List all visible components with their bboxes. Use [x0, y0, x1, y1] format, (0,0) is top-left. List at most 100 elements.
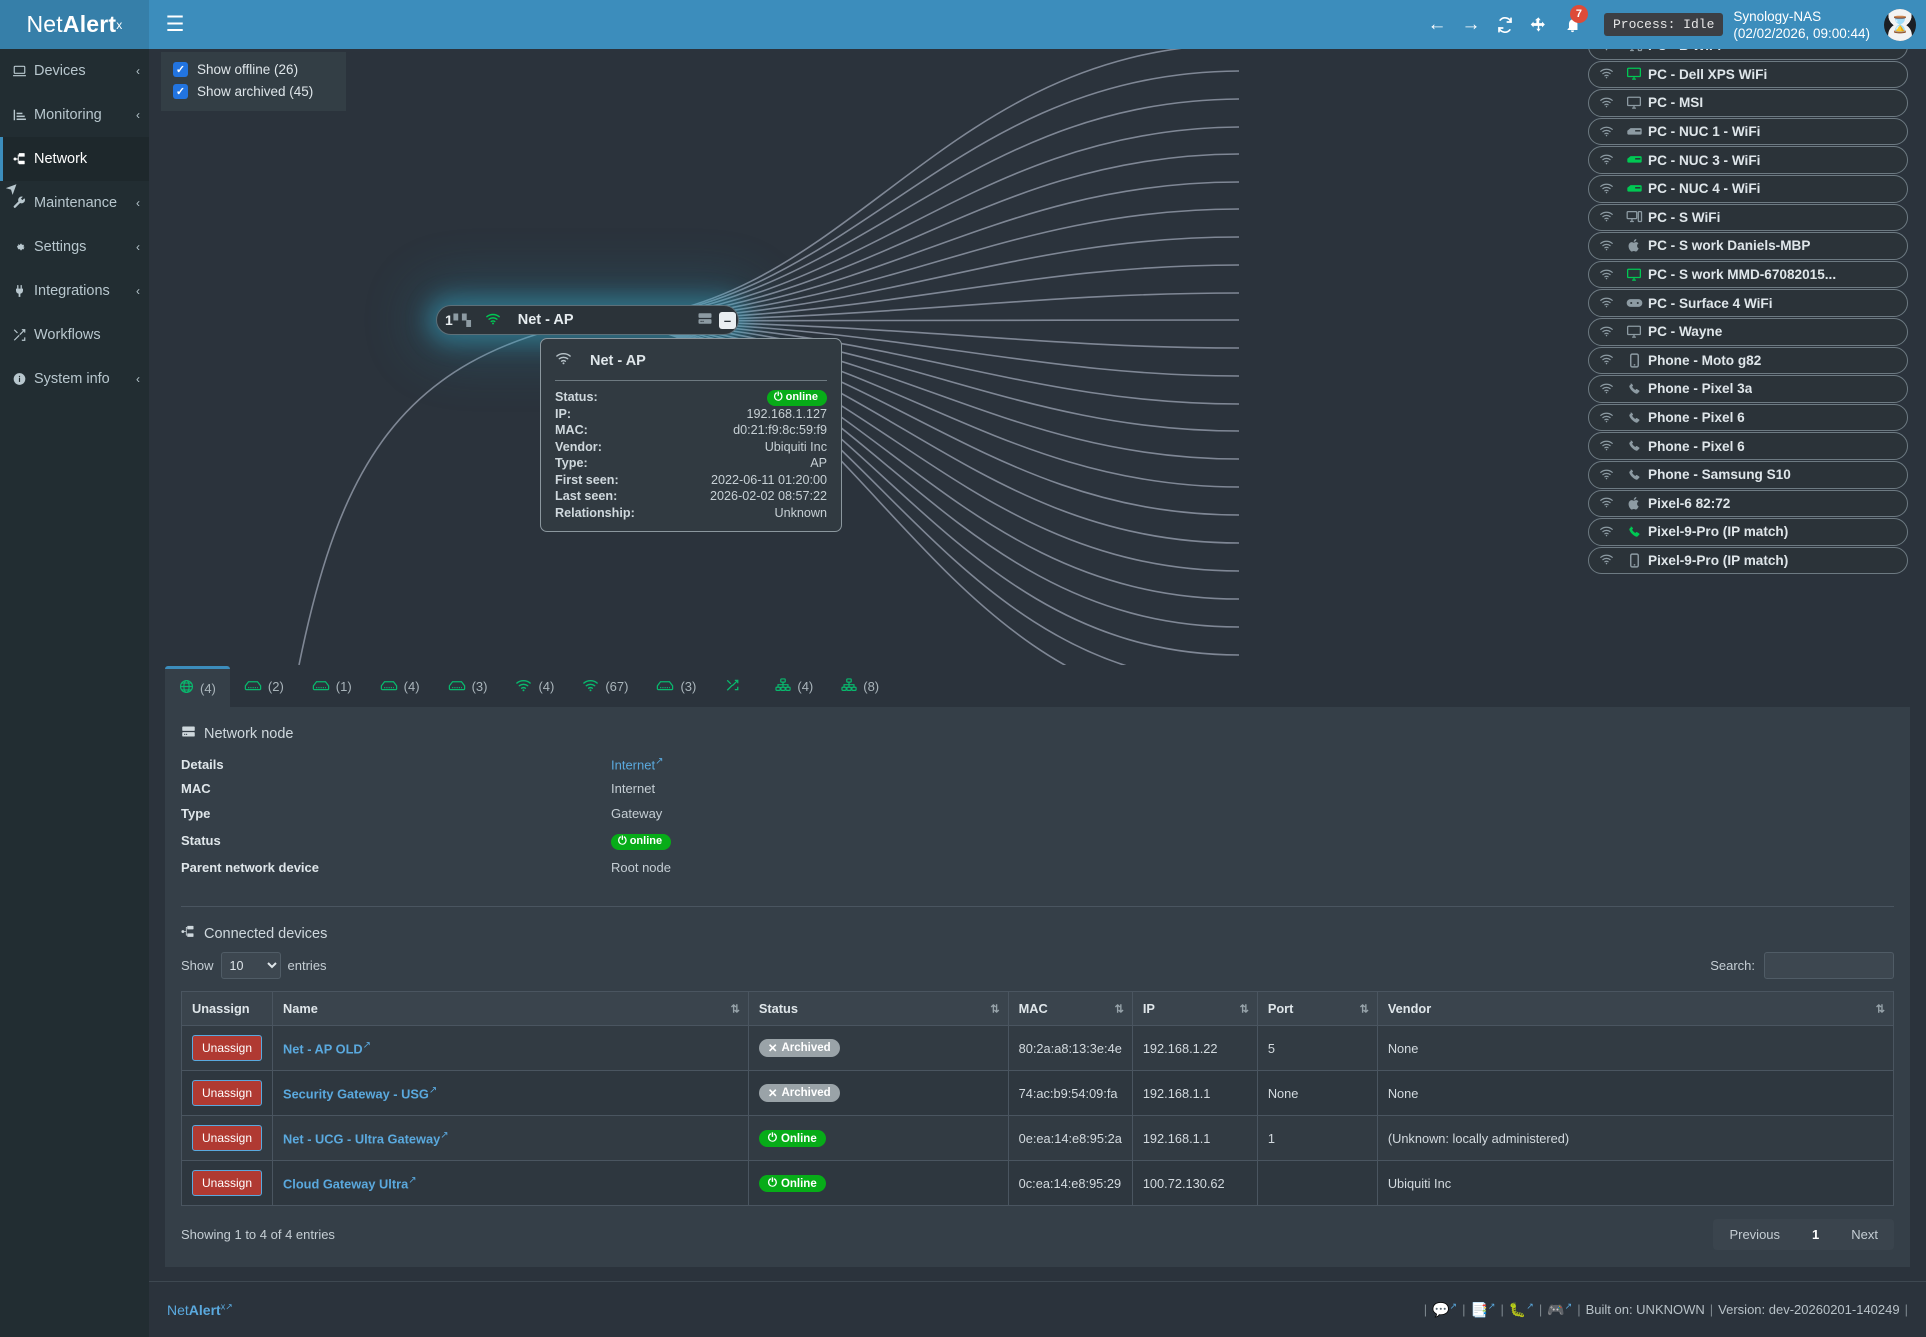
footer-brand-link[interactable]: NetAlertx: [167, 1301, 226, 1318]
map-device-node[interactable]: Phone - Pixel 3a: [1588, 375, 1908, 403]
map-device-node[interactable]: PC - NUC 4 - WiFi: [1588, 174, 1908, 203]
sidebar-item-workflows[interactable]: Workflows: [0, 313, 149, 357]
host-time: (02/02/2026, 09:00:44): [1733, 25, 1870, 41]
map-device-node[interactable]: PC - Wayne: [1588, 317, 1908, 346]
pagination-page-1[interactable]: 1: [1812, 1227, 1820, 1242]
map-device-node[interactable]: PC - S work MMD-67082015...: [1588, 260, 1908, 289]
map-device-node[interactable]: PC - Dell XPS WiFi: [1588, 60, 1908, 89]
sidebar-item-settings[interactable]: Settings ‹: [0, 225, 149, 269]
switch-icon: [244, 679, 262, 695]
map-device-node[interactable]: Phone - Pixel 6: [1588, 432, 1908, 460]
checkbox-checked-icon[interactable]: ✓: [173, 62, 188, 77]
tooltip-row-relationship: Relationship: Unknown: [541, 505, 841, 522]
details-link[interactable]: Internet: [611, 757, 656, 773]
sidebar-item-network[interactable]: Network: [0, 137, 149, 181]
sidebar-label: Devices: [34, 63, 86, 79]
docs-icon[interactable]: 📑↗: [1470, 1300, 1496, 1318]
app-logo[interactable]: Net Alert x: [0, 0, 149, 49]
node-type-tab[interactable]: (1): [298, 666, 366, 707]
device-link[interactable]: Security Gateway - USG: [283, 1086, 429, 1102]
device-link[interactable]: Cloud Gateway Ultra: [283, 1176, 409, 1192]
hub-icon: [841, 678, 857, 695]
node-row-details: Details Internet↗: [181, 752, 1894, 777]
forward-arrow-icon[interactable]: →: [1461, 13, 1481, 35]
map-device-node[interactable]: PC - MSI: [1588, 89, 1908, 117]
page-size-select[interactable]: 102550100: [220, 952, 281, 979]
filter-show-offline[interactable]: ✓ Show offline (26): [173, 62, 334, 77]
map-device-node[interactable]: Pixel-9-Pro (IP match): [1588, 518, 1908, 546]
col-ip[interactable]: IP ⇅: [1131, 991, 1258, 1026]
pagination-next[interactable]: Next: [1851, 1227, 1878, 1242]
device-link[interactable]: Net - AP OLD: [283, 1041, 363, 1057]
bug-icon[interactable]: 🐛↗: [1508, 1300, 1534, 1318]
pagination-previous[interactable]: Previous: [1729, 1227, 1781, 1242]
hamburger-icon[interactable]: ☰: [165, 13, 185, 36]
sidebar-item-integrations[interactable]: Integrations ‹: [0, 269, 149, 313]
row-value: Internet: [611, 781, 656, 797]
device-name: PC - MSI: [1648, 95, 1704, 111]
sidebar: Devices ‹ Monitoring ‹ Network ➤ Mainten…: [0, 49, 149, 1337]
col-port[interactable]: Port ⇅: [1256, 991, 1378, 1026]
col-vendor[interactable]: Vendor ⇅: [1376, 991, 1895, 1026]
node-type-tab[interactable]: (4): [366, 666, 434, 707]
map-device-node[interactable]: PC - NUC 3 - WiFi: [1588, 146, 1908, 174]
brand-bold: Alert: [62, 11, 117, 37]
map-device-node[interactable]: PC - NUC 1 - WiFi: [1588, 117, 1908, 146]
node-type-tab[interactable]: (8): [827, 666, 893, 707]
device-name: PC - NUC 4 - WiFi: [1648, 181, 1761, 197]
row-value: ⏻ online: [766, 389, 827, 406]
map-device-node[interactable]: PC - B WiFi: [1588, 49, 1908, 60]
unassign-button[interactable]: Unassign: [192, 1035, 263, 1061]
col-mac[interactable]: MAC ⇅: [1007, 991, 1133, 1026]
node-type-tab[interactable]: (4): [165, 666, 230, 707]
col-name[interactable]: Name ⇅: [272, 991, 749, 1026]
unassign-button[interactable]: Unassign: [192, 1125, 263, 1151]
cell-unassign: Unassign: [180, 1070, 274, 1116]
map-device-node[interactable]: Phone - Samsung S10: [1588, 460, 1908, 489]
node-type-tab[interactable]: (3): [434, 666, 502, 707]
map-node-net-ap[interactable]: 1 ▘▚ Net - AP –: [436, 305, 739, 335]
unassign-button[interactable]: Unassign: [192, 1170, 263, 1196]
separator: |: [1904, 1302, 1908, 1317]
tab-count: (3): [471, 679, 488, 694]
checkbox-checked-icon[interactable]: ✓: [173, 84, 188, 99]
map-device-node[interactable]: PC - Surface 4 WiFi: [1588, 289, 1908, 317]
phone-icon: [1620, 468, 1648, 482]
node-type-tab[interactable]: (4): [761, 666, 827, 707]
map-device-node[interactable]: PC - S WiFi: [1588, 203, 1908, 232]
unassign-button[interactable]: Unassign: [192, 1080, 263, 1106]
refresh-icon[interactable]: [1488, 0, 1522, 49]
map-device-node[interactable]: PC - S work Daniels-MBP: [1588, 232, 1908, 260]
filter-show-archived[interactable]: ✓ Show archived (45): [173, 84, 334, 99]
map-device-node[interactable]: Phone - Pixel 6: [1588, 403, 1908, 432]
sidebar-item-system-info[interactable]: System info ‹: [0, 357, 149, 401]
collapse-node-button[interactable]: –: [719, 311, 736, 329]
search-input[interactable]: [1764, 952, 1894, 979]
node-type-tab[interactable]: (2): [230, 666, 298, 707]
node-type-tab[interactable]: (3): [642, 666, 710, 707]
status-badge: ⏻ Online: [758, 1175, 826, 1192]
network-map-canvas[interactable]: ✓ Show offline (26) ✓ Show archived (45)…: [149, 49, 1926, 665]
sidebar-item-monitoring[interactable]: Monitoring ‹: [0, 93, 149, 137]
status-badge: ✕ Archived: [758, 1039, 840, 1057]
move-icon[interactable]: [1522, 0, 1556, 49]
map-device-node[interactable]: Pixel-9-Pro (IP match): [1588, 546, 1908, 575]
node-type-tab[interactable]: (67): [568, 666, 642, 707]
discord-icon[interactable]: 🎮↗: [1547, 1300, 1573, 1318]
sidebar-item-maintenance[interactable]: Maintenance ‹: [0, 181, 149, 225]
map-device-node[interactable]: Pixel-6 82:72: [1588, 489, 1908, 518]
node-type-tab[interactable]: (4): [501, 666, 568, 707]
device-link[interactable]: Net - UCG - Ultra Gateway: [283, 1131, 441, 1147]
tooltip-title: Net - AP: [590, 352, 646, 369]
row-key: Last seen:: [555, 489, 618, 504]
map-device-node[interactable]: Phone - Moto g82: [1588, 346, 1908, 375]
sidebar-item-devices[interactable]: Devices ‹: [0, 49, 149, 93]
avatar[interactable]: ⌛: [1884, 8, 1916, 41]
node-type-tab[interactable]: [710, 666, 761, 707]
back-arrow-icon[interactable]: ←: [1427, 13, 1447, 35]
notifications-bell-icon[interactable]: 7: [1556, 0, 1590, 49]
comment-icon[interactable]: 💬↗: [1432, 1300, 1458, 1318]
pagination: Previous 1 Next: [1713, 1219, 1894, 1250]
wifi-icon: [1599, 152, 1620, 168]
col-status[interactable]: Status ⇅: [747, 991, 1009, 1026]
